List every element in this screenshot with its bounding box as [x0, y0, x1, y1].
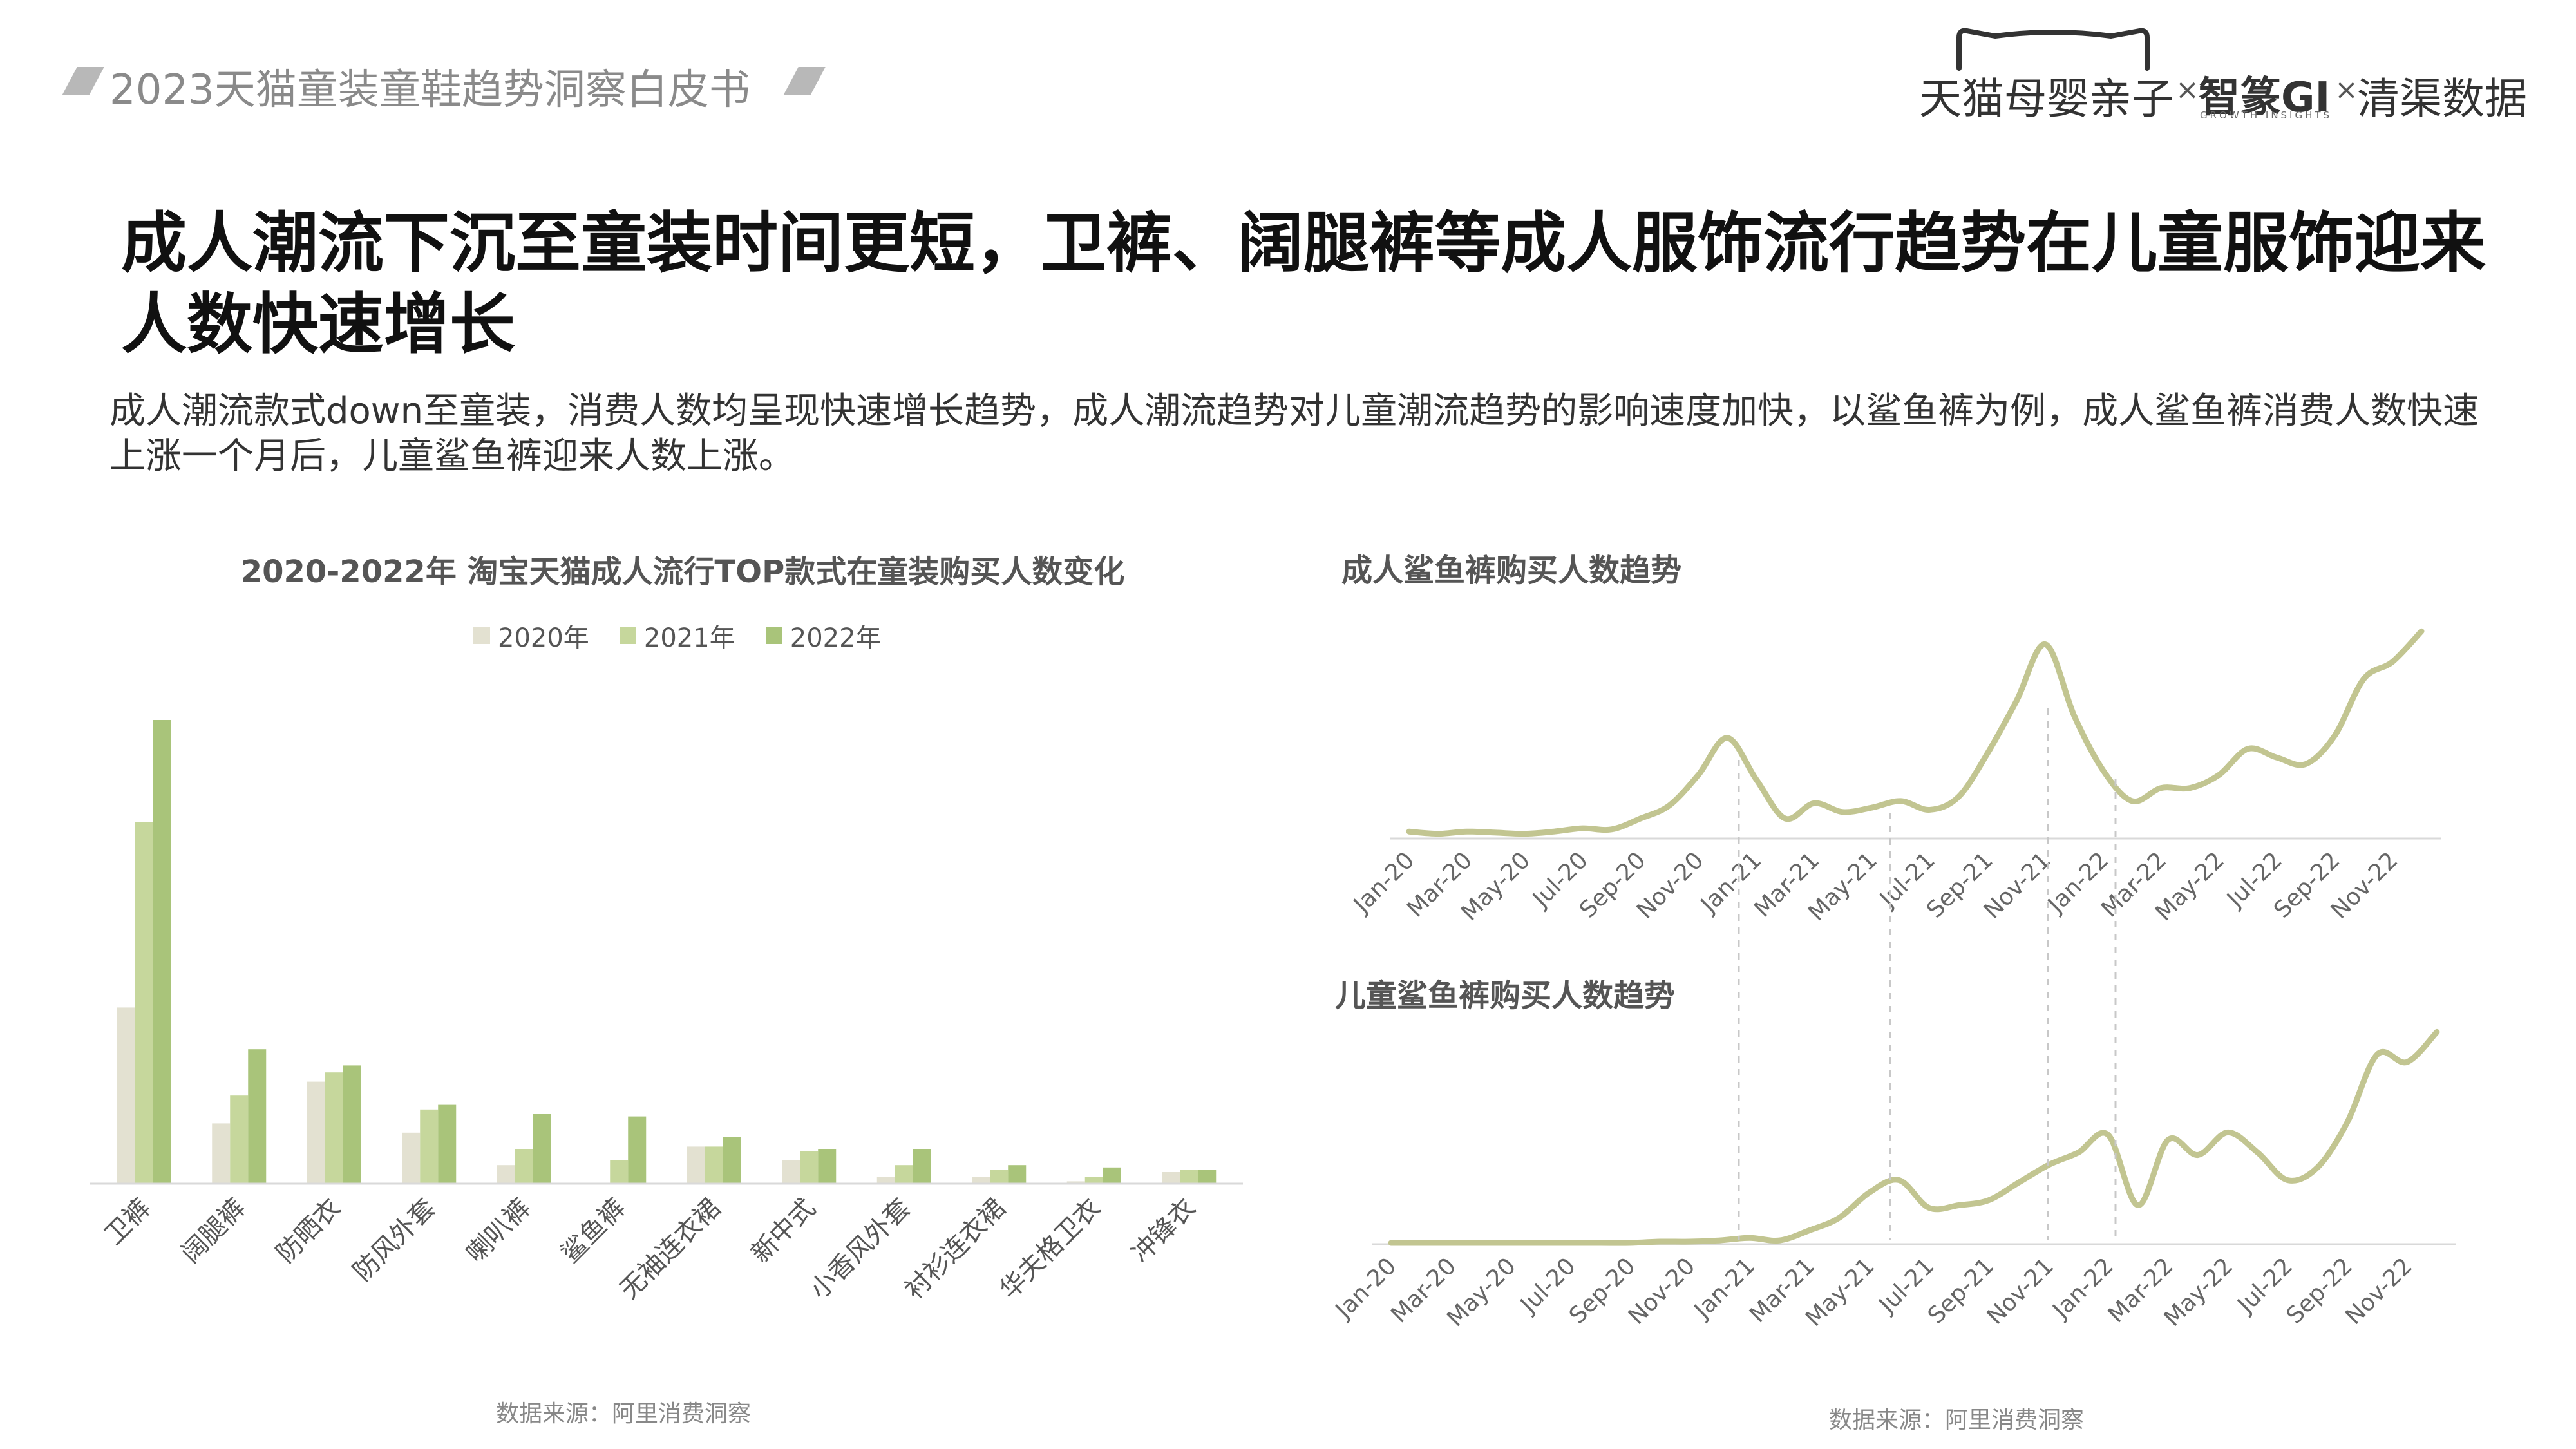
bar-华夫格卫衣-2022年: [1103, 1167, 1121, 1184]
logo-area: 天猫母婴亲子 × 智篆GI GROWTH INSIGHTS × 清渠数据: [1919, 26, 2537, 124]
bar-无袖连衣裙-2022年: [723, 1137, 741, 1184]
bar-category-label: 新中式: [746, 1193, 821, 1269]
bar-衬衫连衣裙-2020年: [972, 1177, 990, 1184]
bar-鲨鱼裤-2022年: [628, 1116, 647, 1184]
adult-series-line: [1406, 628, 2425, 837]
report-title: 2023天猫童装童鞋趋势洞察白皮书: [109, 66, 750, 114]
bar-category-label: 卫裤: [99, 1193, 156, 1251]
bar-阔腿裤-2020年: [212, 1123, 231, 1184]
bar-无袖连衣裙-2021年: [705, 1146, 723, 1184]
logo-growth-insights: 智篆GI: [2199, 74, 2331, 122]
legend-item-2022: 2022年: [765, 617, 882, 654]
legend-label-2022: 2022年: [790, 623, 882, 653]
bar-新中式-2021年: [800, 1151, 819, 1184]
logo-separator: ×: [2334, 73, 2358, 106]
bar-小香风外套-2022年: [913, 1149, 931, 1184]
legend-item-2020: 2020年: [473, 617, 589, 654]
bar-防风外套-2022年: [438, 1104, 457, 1184]
bar-防风外套-2021年: [420, 1109, 439, 1184]
bar-新中式-2022年: [818, 1149, 837, 1184]
kids-series-line: [1388, 1028, 2440, 1246]
bar-华夫格卫衣-2020年: [1066, 1181, 1085, 1184]
kids-tick-label: Nov-20: [1624, 1253, 1701, 1330]
bar-卫裤-2022年: [153, 720, 171, 1184]
bar-阔腿裤-2022年: [248, 1049, 267, 1184]
bar-category-label: 衬衫连衣裙: [899, 1193, 1011, 1305]
kids-tick-label: Nov-21: [1982, 1253, 2060, 1330]
logo-qingqu-data: 清渠数据: [2357, 74, 2527, 124]
data-source-right: 数据来源：阿里消费洞察: [1829, 1407, 2085, 1434]
bar-category-label: 防晒衣: [270, 1193, 346, 1269]
kids-tick-label: Nov-22: [2340, 1253, 2418, 1330]
bar-category-label: 防风外套: [348, 1193, 442, 1287]
bar-category-label: 冲锋衣: [1126, 1193, 1201, 1269]
bar-chart-title: 2020-2022年 淘宝天猫成人流行TOP款式在童装购买人数变化: [240, 554, 1125, 590]
legend-swatch-2022: [765, 627, 782, 644]
bar-喇叭裤-2022年: [533, 1114, 551, 1184]
legend-item-2021: 2021年: [619, 617, 735, 654]
bar-衬衫连衣裙-2022年: [1008, 1165, 1027, 1184]
bar-卫裤-2020年: [117, 1007, 135, 1184]
bar-防晒衣-2021年: [325, 1072, 343, 1184]
bar-无袖连衣裙-2020年: [687, 1146, 705, 1184]
bar-冲锋衣-2022年: [1198, 1170, 1217, 1184]
bar-防晒衣-2020年: [307, 1081, 325, 1184]
bar-category-label: 喇叭裤: [460, 1193, 536, 1269]
bar-华夫格卫衣-2021年: [1084, 1177, 1103, 1184]
legend-swatch-2020: [473, 627, 490, 644]
legend-swatch-2021: [619, 627, 636, 644]
bar-冲锋衣-2021年: [1180, 1170, 1198, 1184]
bar-小香风外套-2021年: [895, 1165, 913, 1184]
bar-防晒衣-2022年: [343, 1065, 361, 1184]
bar-鲨鱼裤-2021年: [610, 1160, 629, 1184]
bar-喇叭裤-2021年: [515, 1149, 533, 1184]
bar-冲锋衣-2020年: [1162, 1172, 1180, 1184]
bar-chart-legend: 2020年 2021年 2022年: [473, 617, 909, 656]
adult-line-chart-title: 成人鲨鱼裤购买人数趋势: [1341, 553, 1682, 589]
bar-阔腿裤-2021年: [230, 1095, 249, 1184]
logo-growth-insights-sub: GROWTH INSIGHTS: [2200, 109, 2333, 121]
tmall-cat-icon: [1956, 28, 2150, 71]
logo-separator: ×: [2175, 73, 2199, 106]
kids-line-chart-title: 儿童鲨鱼裤购买人数趋势: [1335, 978, 1676, 1014]
logo-tmall-baby: 天猫母婴亲子: [1919, 74, 2174, 124]
bar-衬衫连衣裙-2021年: [990, 1170, 1009, 1184]
bar-category-label: 华夫格卫衣: [994, 1193, 1106, 1305]
page-title: 成人潮流下沉至童装时间更短，卫裤、阔腿裤等成人服饰流行趋势在儿童服饰迎来人数快速…: [121, 205, 2486, 363]
bar-喇叭裤-2020年: [497, 1165, 515, 1184]
bar-category-label: 阔腿裤: [176, 1193, 251, 1269]
bar-category-label: 小香风外套: [804, 1193, 916, 1305]
bar-新中式-2020年: [782, 1160, 800, 1184]
bar-防风外套-2020年: [402, 1132, 421, 1184]
bar-category-label: 无袖连衣裙: [614, 1193, 726, 1305]
legend-label-2021: 2021年: [643, 623, 735, 653]
data-source-left: 数据来源：阿里消费洞察: [496, 1401, 752, 1427]
bar-卫裤-2021年: [135, 822, 153, 1184]
page-description: 成人潮流款式down至童装，消费人数均呈现快速增长趋势，成人潮流趋势对儿童潮流趋…: [109, 390, 2479, 477]
legend-label-2020: 2020年: [498, 623, 589, 653]
bar-category-label: 鲨鱼裤: [556, 1193, 631, 1269]
bar-小香风外套-2020年: [876, 1177, 895, 1184]
